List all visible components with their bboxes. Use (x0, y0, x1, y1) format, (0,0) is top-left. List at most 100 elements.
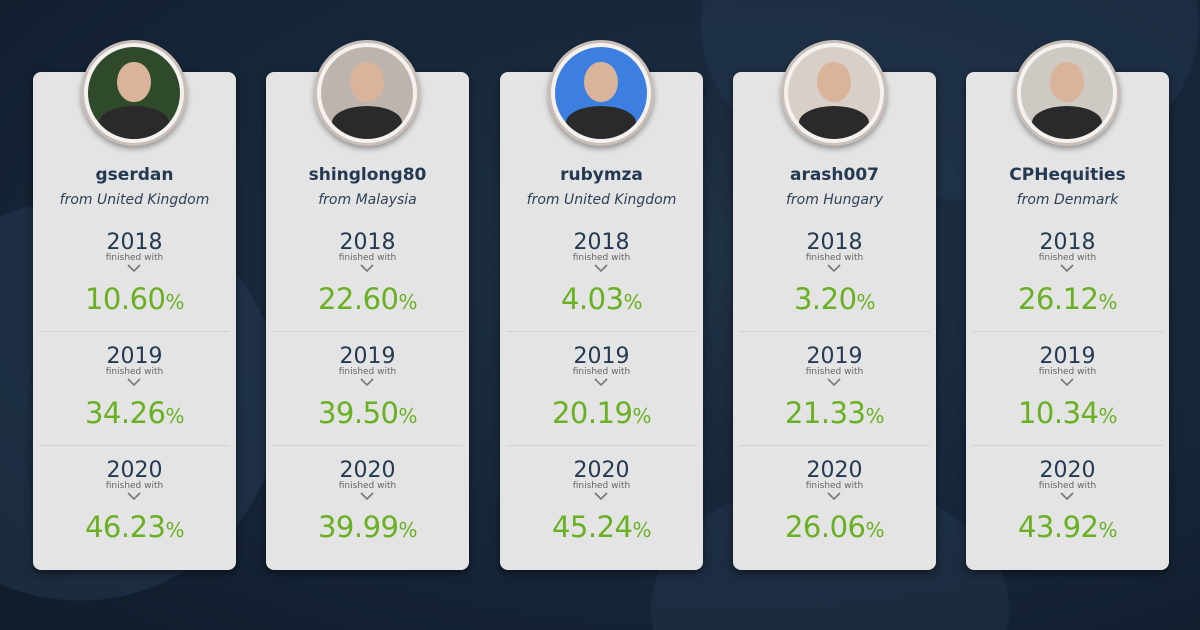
return-percent: 26.12% (1017, 282, 1118, 316)
finished-with-label: finished with (105, 253, 164, 263)
avatar[interactable] (314, 40, 420, 146)
year-label: 2018 (806, 230, 863, 255)
return-percent: 39.99% (317, 510, 418, 544)
chevron-down-icon (827, 492, 841, 501)
chevron-down-icon (1060, 378, 1074, 387)
avatar[interactable] (1014, 40, 1120, 146)
year-result: 2020 finished with 46.23% (33, 458, 236, 572)
year-result: 2018 finished with 3.20% (733, 230, 936, 344)
return-percent: 21.33% (784, 396, 885, 430)
divider (506, 331, 697, 332)
year-result: 2020 finished with 26.06% (733, 458, 936, 572)
year-label: 2018 (106, 230, 163, 255)
year-label: 2019 (339, 344, 396, 369)
year-result: 2019 finished with 20.19% (500, 344, 703, 458)
finished-with-label: finished with (572, 253, 631, 263)
trader-card[interactable]: rubymza from United Kingdom 2018 finishe… (500, 40, 703, 572)
chevron-down-icon (827, 378, 841, 387)
avatar[interactable] (781, 40, 887, 146)
finished-with-label: finished with (572, 367, 631, 377)
divider (272, 331, 463, 332)
return-percent: 43.92% (1017, 510, 1118, 544)
finished-with-label: finished with (572, 481, 631, 491)
year-result: 2019 finished with 10.34% (966, 344, 1169, 458)
chevron-down-icon (827, 264, 841, 273)
finished-with-label: finished with (105, 481, 164, 491)
return-percent: 10.34% (1017, 396, 1118, 430)
trader-country: from Hungary (785, 192, 884, 208)
finished-with-label: finished with (338, 481, 397, 491)
year-label: 2018 (573, 230, 630, 255)
year-label: 2018 (339, 230, 396, 255)
year-result: 2019 finished with 21.33% (733, 344, 936, 458)
finished-with-label: finished with (805, 481, 864, 491)
year-label: 2020 (106, 458, 163, 483)
divider (39, 445, 230, 446)
chevron-down-icon (1060, 264, 1074, 273)
avatar[interactable] (548, 40, 654, 146)
avatar[interactable] (81, 40, 187, 146)
year-label: 2019 (806, 344, 863, 369)
return-percent: 22.60% (317, 282, 418, 316)
finished-with-label: finished with (805, 367, 864, 377)
divider (972, 445, 1163, 446)
trader-name[interactable]: CPHequities (1009, 165, 1126, 185)
return-percent: 26.06% (784, 510, 885, 544)
year-label: 2020 (806, 458, 863, 483)
divider (739, 331, 930, 332)
year-result: 2020 finished with 39.99% (266, 458, 469, 572)
finished-with-label: finished with (805, 253, 864, 263)
return-percent: 34.26% (84, 396, 185, 430)
chevron-down-icon (127, 492, 141, 501)
year-result: 2019 finished with 39.50% (266, 344, 469, 458)
trader-country: from Denmark (1016, 192, 1119, 208)
chevron-down-icon (1060, 492, 1074, 501)
chevron-down-icon (594, 378, 608, 387)
divider (739, 445, 930, 446)
year-result: 2020 finished with 45.24% (500, 458, 703, 572)
finished-with-label: finished with (338, 367, 397, 377)
return-percent: 20.19% (551, 396, 652, 430)
trader-name[interactable]: shinglong80 (308, 165, 427, 185)
year-label: 2020 (573, 458, 630, 483)
finished-with-label: finished with (1038, 253, 1097, 263)
return-percent: 4.03% (560, 282, 643, 316)
year-result: 2018 finished with 22.60% (266, 230, 469, 344)
return-percent: 3.20% (793, 282, 876, 316)
chevron-down-icon (360, 378, 374, 387)
trader-card[interactable]: gserdan from United Kingdom 2018 finishe… (33, 40, 236, 572)
divider (506, 445, 697, 446)
trader-card[interactable]: CPHequities from Denmark 2018 finished w… (966, 40, 1169, 572)
finished-with-label: finished with (105, 367, 164, 377)
trader-name[interactable]: gserdan (95, 165, 174, 185)
return-percent: 45.24% (551, 510, 652, 544)
chevron-down-icon (594, 492, 608, 501)
finished-with-label: finished with (1038, 367, 1097, 377)
trader-name[interactable]: rubymza (560, 165, 643, 185)
year-label: 2019 (573, 344, 630, 369)
return-percent: 46.23% (84, 510, 185, 544)
year-label: 2019 (106, 344, 163, 369)
chevron-down-icon (127, 378, 141, 387)
divider (39, 331, 230, 332)
year-result: 2019 finished with 34.26% (33, 344, 236, 458)
trader-country: from Malaysia (318, 192, 417, 208)
year-result: 2018 finished with 4.03% (500, 230, 703, 344)
trader-card[interactable]: arash007 from Hungary 2018 finished with… (733, 40, 936, 572)
finished-with-label: finished with (338, 253, 397, 263)
return-percent: 10.60% (84, 282, 185, 316)
finished-with-label: finished with (1038, 481, 1097, 491)
year-result: 2018 finished with 26.12% (966, 230, 1169, 344)
year-result: 2020 finished with 43.92% (966, 458, 1169, 572)
trader-card[interactable]: shinglong80 from Malaysia 2018 finished … (266, 40, 469, 572)
chevron-down-icon (594, 264, 608, 273)
divider (272, 445, 463, 446)
chevron-down-icon (360, 264, 374, 273)
year-label: 2020 (1039, 458, 1096, 483)
year-result: 2018 finished with 10.60% (33, 230, 236, 344)
trader-name[interactable]: arash007 (789, 165, 880, 185)
year-label: 2018 (1039, 230, 1096, 255)
year-label: 2020 (339, 458, 396, 483)
trader-country: from United Kingdom (59, 192, 210, 208)
